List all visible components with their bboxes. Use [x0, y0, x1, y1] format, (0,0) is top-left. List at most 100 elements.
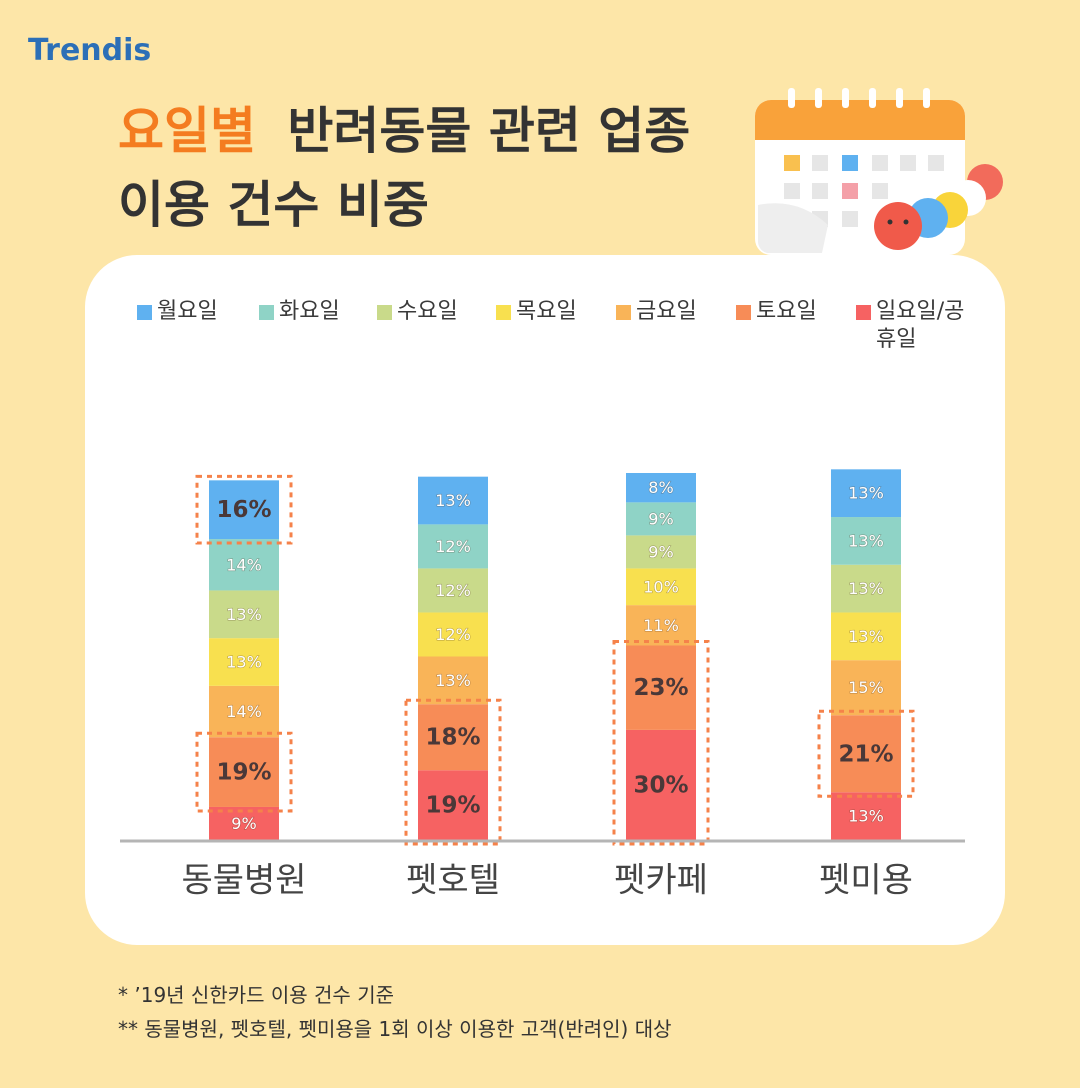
bar-segment	[209, 480, 279, 540]
chart-title: 요일별 반려동물 관련 업종	[118, 102, 690, 160]
bar-segment	[831, 660, 901, 716]
data-label: 12%	[435, 537, 471, 556]
legend-label: 금요일	[636, 299, 697, 324]
calendar-day	[842, 183, 858, 199]
legend-swatch	[496, 305, 511, 320]
bar-segment	[209, 539, 279, 591]
data-label: 23%	[633, 675, 688, 701]
calendar-rings	[788, 88, 930, 108]
data-label: 13%	[848, 807, 884, 826]
bar-segment	[831, 715, 901, 793]
bar-segment	[209, 737, 279, 807]
bar-segment	[831, 792, 901, 840]
title-line1: 반려동물 관련 업종	[287, 102, 690, 160]
bar-segment	[418, 704, 488, 771]
bar-segment	[418, 524, 488, 569]
legend-item: 금요일	[616, 298, 697, 326]
bar-segment	[209, 590, 279, 639]
data-label: 16%	[216, 497, 271, 523]
bar-segment	[626, 605, 696, 646]
data-label: 13%	[435, 491, 471, 510]
legend-item: 토요일	[736, 298, 817, 326]
data-label: 9%	[648, 509, 673, 528]
x-tick-label: 펫카페	[614, 861, 708, 901]
bar-segment	[209, 685, 279, 738]
bar-segment	[831, 469, 901, 518]
legend-label: 일요일/공휴일	[876, 299, 965, 352]
data-label: 13%	[848, 484, 884, 503]
data-label: 14%	[226, 702, 262, 721]
bar-segment	[209, 806, 279, 840]
calendar-header	[755, 100, 965, 140]
data-label: 12%	[435, 581, 471, 600]
data-label: 15%	[848, 678, 884, 697]
brand-logo: Trendis	[28, 33, 151, 68]
data-label: 18%	[425, 725, 480, 751]
title-accent: 요일별	[118, 102, 256, 160]
calendar-page-curl	[757, 203, 828, 253]
x-tick-label: 펫호텔	[406, 861, 500, 901]
data-label: 13%	[226, 653, 262, 672]
calendar-illustration	[755, 88, 1003, 255]
data-label: 11%	[643, 616, 679, 635]
data-label: 13%	[848, 579, 884, 598]
bar-segment	[831, 612, 901, 661]
data-label: 12%	[435, 625, 471, 644]
legend-label: 목요일	[516, 299, 577, 324]
data-label: 13%	[435, 671, 471, 690]
bar-segment	[831, 517, 901, 565]
legend-item: 월요일	[137, 298, 218, 326]
bar-segment	[418, 476, 488, 525]
legend-label: 토요일	[756, 299, 817, 324]
data-label: 9%	[648, 542, 673, 561]
highlight-box	[612, 639, 710, 846]
data-label: 14%	[226, 555, 262, 574]
bar-segment	[418, 612, 488, 657]
data-label: 30%	[633, 772, 688, 798]
footnote: * ’19년 신한카드 이용 건수 기준	[118, 983, 394, 1007]
bar-segment	[418, 770, 488, 840]
bar-segment	[626, 502, 696, 536]
data-label: 10%	[643, 577, 679, 596]
legend-swatch	[736, 305, 751, 320]
legend-item: 목요일	[496, 298, 577, 326]
plot-area: 동물병원 9% 19% 14% 13% 13% 14% 16% 펫호텔 19% 18% 13% 12% 1…	[181, 469, 915, 901]
bar-segment	[626, 729, 696, 840]
bar-segment	[418, 568, 488, 613]
bar-segment	[626, 535, 696, 569]
footnote: ** 동물병원, 펫호텔, 펫미용을 1회 이상 이용한 고객(반려인) 대상	[118, 1017, 672, 1041]
highlight-box	[195, 731, 293, 813]
bar-segment	[626, 473, 696, 503]
data-label: 13%	[848, 531, 884, 550]
bar-segment	[209, 638, 279, 686]
caterpillar-eye	[887, 219, 893, 225]
bar-segment	[626, 568, 696, 606]
data-label: 19%	[425, 793, 480, 819]
legend-swatch	[616, 305, 631, 320]
x-tick-label: 펫미용	[819, 861, 913, 901]
data-label: 8%	[648, 478, 673, 497]
calendar-day	[842, 155, 858, 171]
legend-label: 수요일	[397, 299, 458, 324]
caterpillar-head	[874, 202, 922, 250]
legend-label: 화요일	[279, 299, 340, 324]
data-label: 13%	[848, 627, 884, 646]
legend-item: 화요일	[259, 298, 340, 326]
legend-swatch	[377, 305, 392, 320]
data-label: 19%	[216, 760, 271, 786]
bar-segment	[626, 645, 696, 730]
calendar-day	[784, 155, 800, 171]
legend-swatch	[856, 305, 871, 320]
x-tick-label: 동물병원	[181, 861, 306, 901]
legend-swatch	[259, 305, 274, 320]
data-label: 9%	[231, 814, 256, 833]
title-line2: 이용 건수 비중	[118, 176, 429, 234]
data-label: 21%	[838, 741, 893, 767]
legend-label: 월요일	[157, 299, 218, 324]
bar-segment	[418, 656, 488, 705]
highlight-box	[404, 698, 502, 846]
data-label: 13%	[226, 605, 262, 624]
caterpillar-eye	[903, 219, 909, 225]
